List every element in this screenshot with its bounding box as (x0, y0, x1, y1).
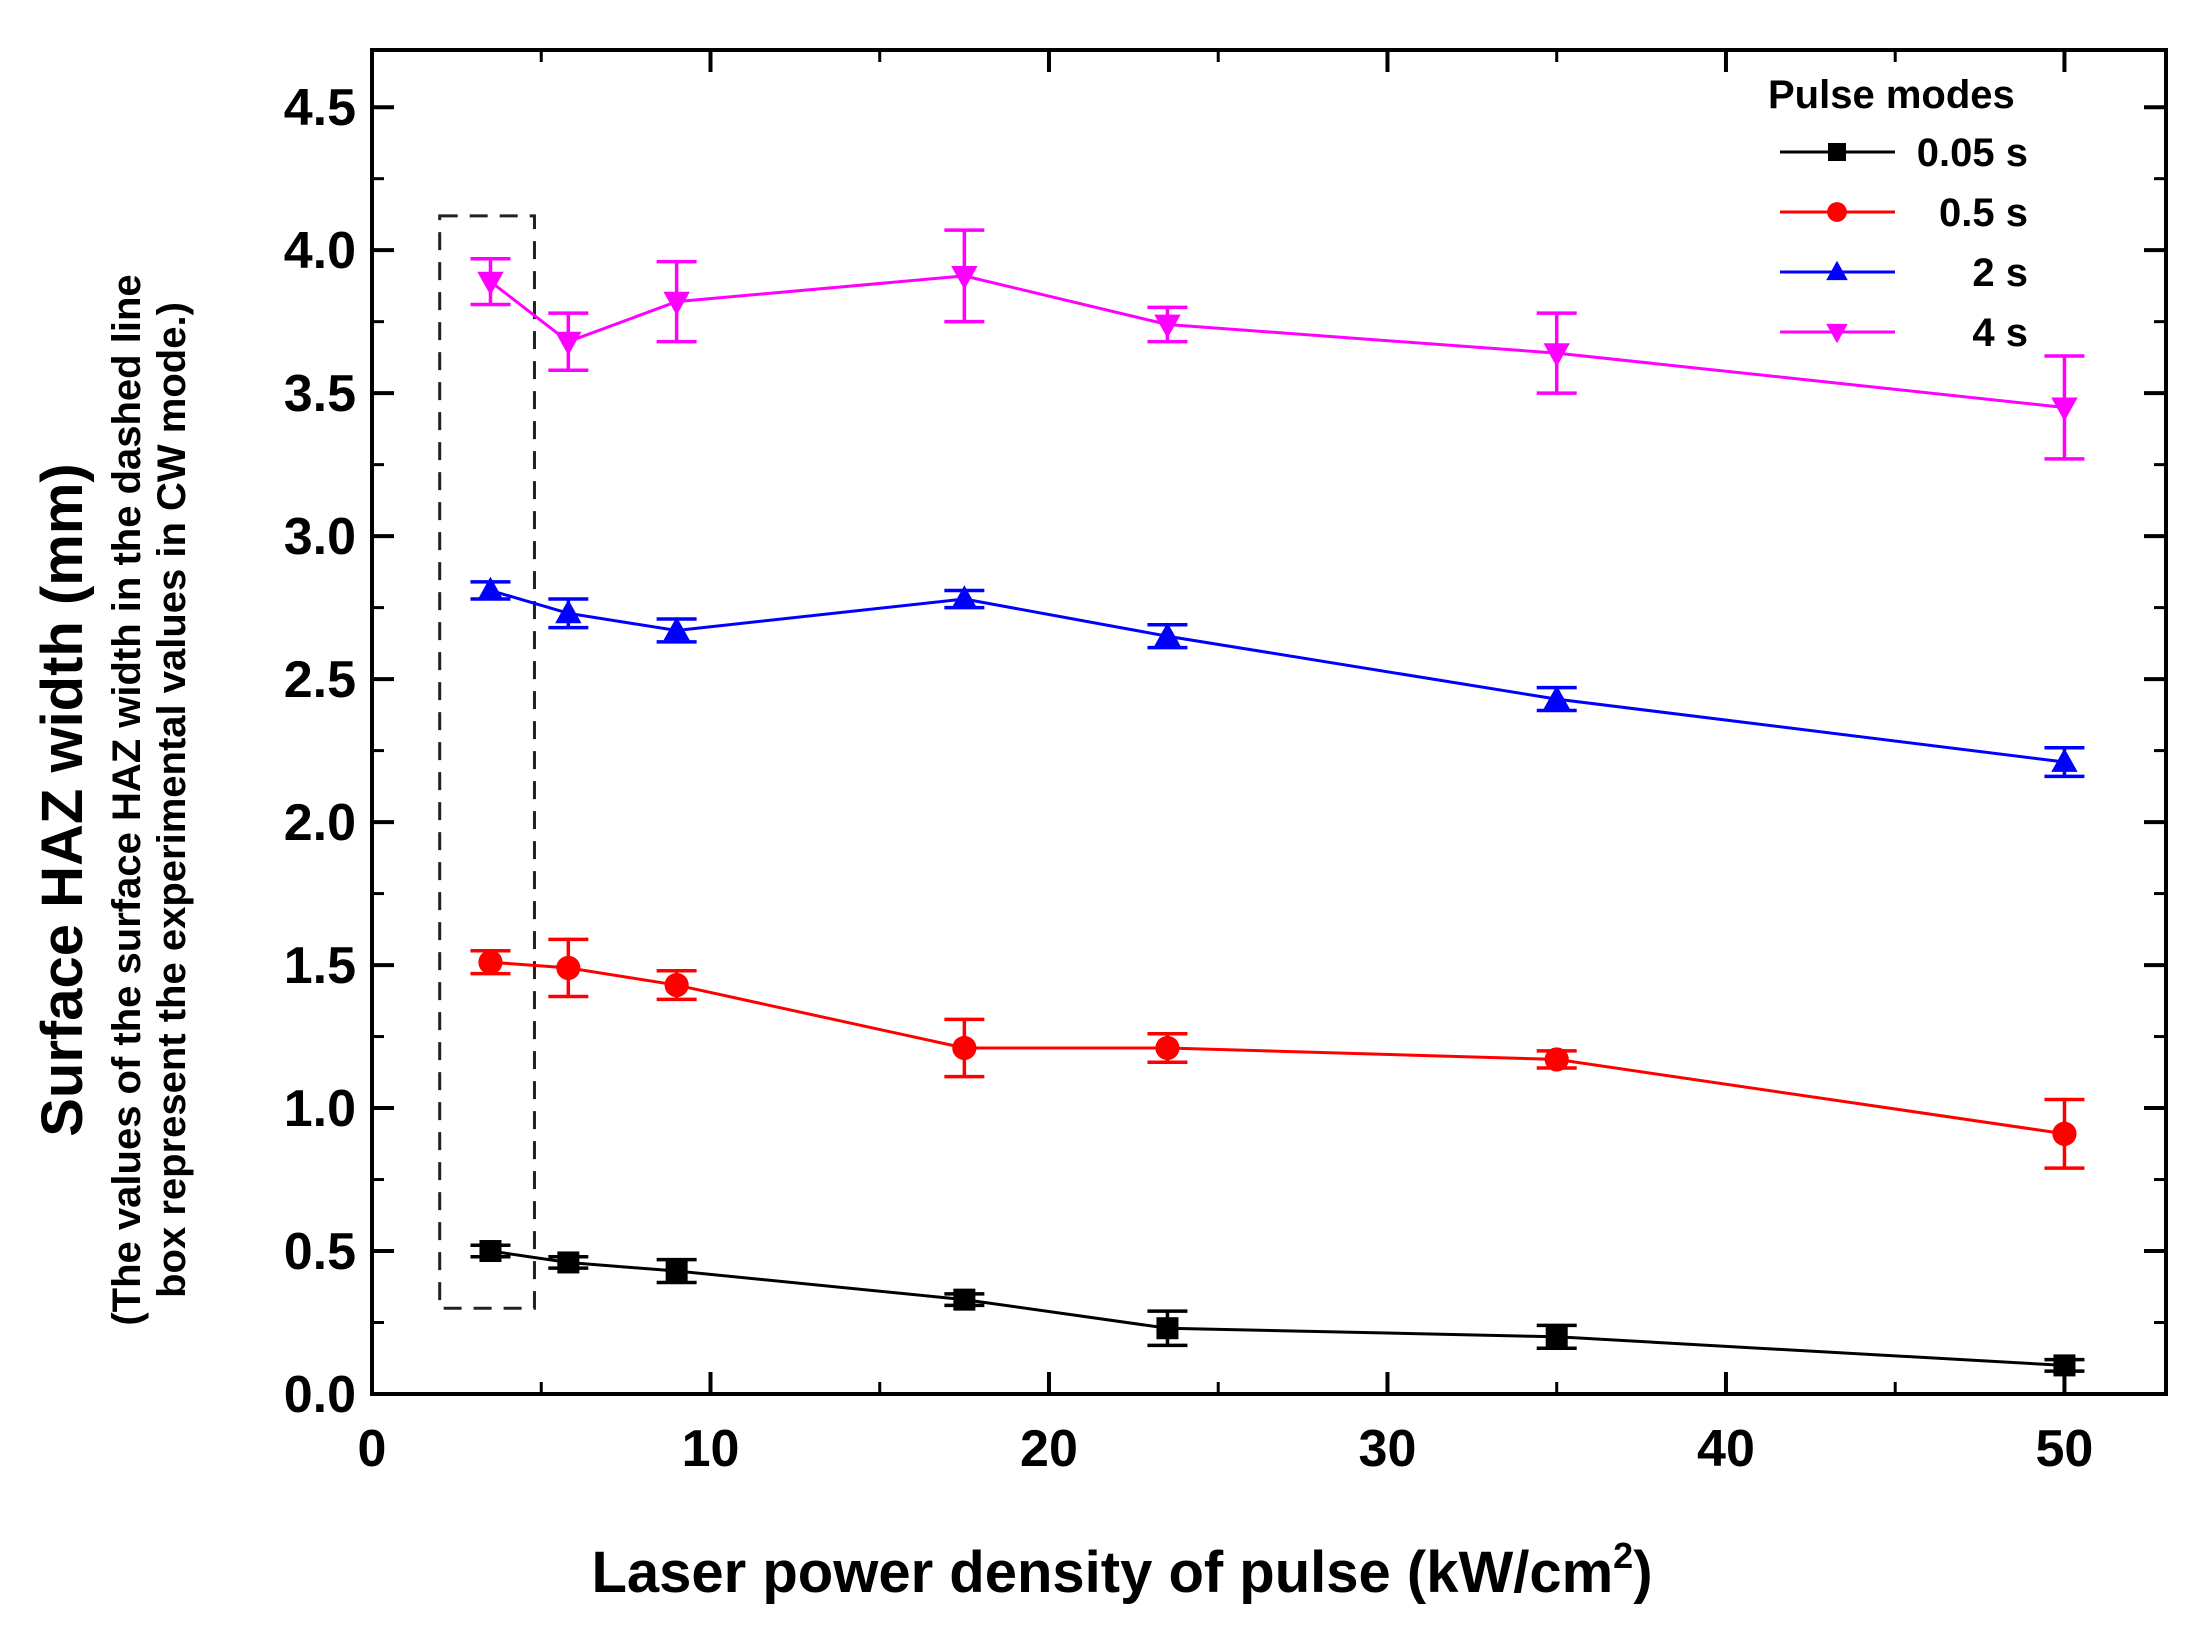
series-0-5-s (470, 937, 2085, 1170)
legend-label: 4 s (1972, 311, 2028, 355)
x-tick-label: 30 (1359, 1420, 1417, 1478)
data-point (479, 1240, 502, 1263)
legend-item: 4 s (1780, 311, 2028, 355)
legend-marker (1827, 202, 1847, 222)
data-point (2053, 1354, 2076, 1377)
series-0-05-s (470, 1240, 2085, 1377)
x-tick-label: 0 (358, 1420, 387, 1478)
legend-label: 2 s (1972, 251, 2028, 295)
data-point (1545, 1325, 1568, 1348)
data-point (1154, 622, 1181, 647)
legend-title: Pulse modes (1768, 73, 2015, 117)
data-point (555, 331, 582, 356)
data-point (665, 1260, 688, 1283)
y-axis-title: Surface HAZ width (mm) (30, 463, 95, 1137)
data-point (1543, 343, 1570, 367)
y-tick-label: 3.0 (284, 508, 356, 566)
data-point (556, 955, 581, 981)
data-point (478, 950, 503, 975)
x-tick-label: 50 (2036, 1420, 2094, 1478)
data-point (2052, 1121, 2077, 1146)
y-tick-label: 1.0 (284, 1080, 356, 1138)
legend-marker (1826, 323, 1848, 344)
y-tick-label: 3.5 (284, 365, 356, 423)
data-point (477, 576, 504, 601)
y-tick-label: 0.0 (284, 1366, 356, 1424)
data-point (477, 271, 504, 296)
series-layer (470, 228, 2085, 1377)
y-tick-label: 4.0 (284, 222, 356, 280)
y-tick-label: 2.5 (284, 651, 356, 709)
highlight-box-layer (438, 214, 536, 1310)
series-line (490, 1249, 2065, 1367)
data-point (1156, 1317, 1179, 1340)
data-point (951, 266, 978, 290)
legend-item: 0.5 s (1780, 191, 2028, 235)
data-point (1544, 1047, 1569, 1072)
y-axis-note-line1: (The values of the surface HAZ width in … (105, 274, 149, 1325)
legend-item: 0.05 s (1780, 131, 2028, 175)
legend-marker (1826, 260, 1848, 281)
data-point (2051, 397, 2078, 422)
data-point (952, 1035, 977, 1061)
series-2-s (470, 576, 2085, 779)
x-tick-label: 40 (1697, 1420, 1755, 1478)
axes-layer: 0 10 20 30 40 50 0.0 0.5 1.0 1.5 2.0 2.5 3.0 3.5 4.0 4.… (284, 48, 2168, 1478)
data-point (664, 972, 689, 998)
y-axis-note-line2: box represent the experimental values in… (150, 302, 194, 1298)
legend-marker (1828, 143, 1846, 161)
data-point (555, 599, 582, 624)
y-tick-label: 2.0 (284, 794, 356, 852)
series-line (490, 960, 2065, 1136)
y-tick-label: 1.5 (284, 937, 356, 995)
cw-mode-dashed-box (438, 214, 536, 1310)
y-tick-label: 4.5 (284, 79, 356, 137)
series-line (490, 589, 2065, 764)
data-point (663, 616, 690, 641)
series-4-s (470, 228, 2085, 461)
legend-item: 2 s (1780, 251, 2028, 295)
data-point (663, 291, 690, 316)
series-line (489, 274, 2065, 409)
data-point (1543, 685, 1570, 710)
x-tick-label: 10 (682, 1420, 740, 1478)
data-point (2051, 748, 2078, 772)
legend-label: 0.5 s (1939, 191, 2028, 235)
x-axis-title-close: ) (1633, 1540, 1652, 1605)
legend-label: 0.05 s (1917, 131, 2028, 175)
data-point (953, 1288, 976, 1311)
data-point (557, 1251, 580, 1274)
x-tick-label: 20 (1020, 1420, 1078, 1478)
legend: Pulse modes 0.05 s 0.5 s 2 s 4 s (1768, 73, 2028, 355)
data-point (951, 585, 978, 609)
plot-frame (370, 48, 2168, 1396)
data-point (1154, 314, 1181, 339)
x-axis-title: Laser power density of pulse (kW/cm2) (591, 1535, 1652, 1605)
x-axis-title-main: Laser power density of pulse (kW/cm (591, 1540, 1613, 1605)
y-tick-label: 0.5 (284, 1223, 356, 1281)
x-axis-title-sup: 2 (1613, 1535, 1633, 1576)
data-point (1155, 1035, 1180, 1061)
